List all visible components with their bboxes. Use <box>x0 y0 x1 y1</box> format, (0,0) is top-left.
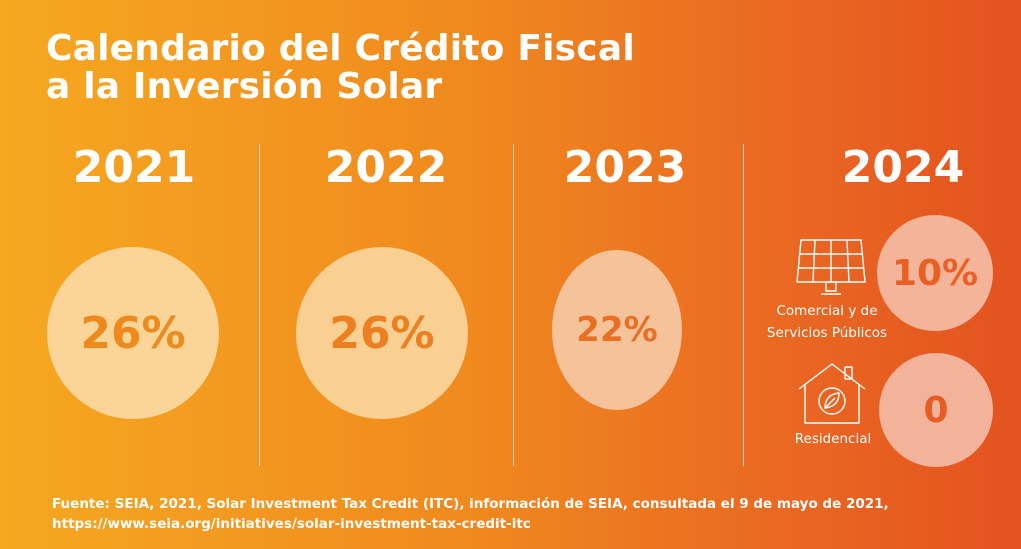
year-2023: 2023 <box>563 142 687 193</box>
title-line-2: a la Inversión Solar <box>46 66 443 107</box>
rate-circle-2022: 26% <box>296 247 468 419</box>
source-note: Fuente: SEIA, 2021, Solar Investment Tax… <box>52 494 889 534</box>
commercial-label-line-1: Comercial y de <box>776 303 878 319</box>
year-2021: 2021 <box>72 142 196 193</box>
residential-label: Residencial <box>794 431 872 447</box>
year-2022: 2022 <box>324 142 448 193</box>
rate-value-2024-residential: 0 <box>923 389 949 431</box>
house-leaf-icon <box>798 363 866 424</box>
solar-panel-icon <box>796 239 866 295</box>
rate-value-2024-commercial: 10% <box>891 252 979 294</box>
rate-value-2022: 26% <box>329 307 435 359</box>
rate-circle-2023: 22% <box>552 250 682 410</box>
year-2024: 2024 <box>841 142 965 193</box>
source-line-2: https://www.seia.org/initiatives/solar-i… <box>52 516 531 532</box>
column-divider <box>513 144 514 466</box>
title-line-1: Calendario del Crédito Fiscal <box>46 28 635 69</box>
rate-circle-2021: 26% <box>47 247 219 419</box>
rate-circle-2024-residential: 0 <box>879 353 993 467</box>
page-title: Calendario del Crédito Fiscal a la Inver… <box>46 30 635 106</box>
column-divider <box>259 144 260 466</box>
rate-circle-2024-commercial: 10% <box>877 215 993 331</box>
source-line-1: Fuente: SEIA, 2021, Solar Investment Tax… <box>52 496 889 512</box>
commercial-label-line-2: Servicios Públicos <box>766 325 888 341</box>
column-divider <box>743 144 744 466</box>
rate-value-2021: 26% <box>80 307 186 359</box>
commercial-label: Comercial y de Servicios Públicos <box>752 300 902 344</box>
rate-value-2023: 22% <box>576 310 658 350</box>
